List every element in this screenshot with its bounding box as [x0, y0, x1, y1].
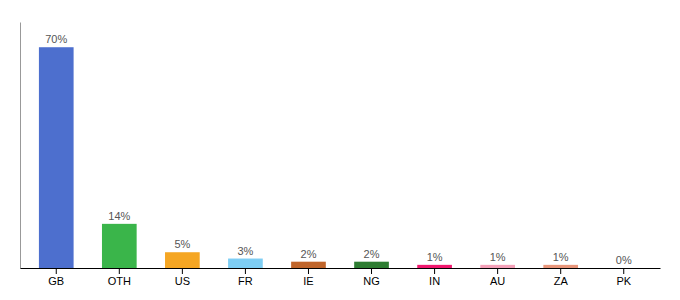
- x-tick-label: OTH: [108, 275, 131, 287]
- x-tick-label: NG: [363, 275, 380, 287]
- x-tick-label: PK: [616, 275, 631, 287]
- x-tick: IN: [429, 268, 440, 287]
- data-label: 2%: [364, 248, 380, 260]
- chart-svg: GB OTH US FR IE NG IN AU ZA PK 70% 14% 5% 3% 2% 2% 1% 1% 1…: [0, 0, 680, 300]
- x-tick-mark: [434, 268, 435, 274]
- x-tick-label: GB: [48, 275, 64, 287]
- data-label: 3%: [237, 245, 253, 257]
- x-tick: NG: [363, 268, 380, 287]
- data-label: 1%: [553, 251, 569, 263]
- x-tick: ZA: [554, 268, 569, 287]
- x-tick: US: [175, 268, 190, 287]
- x-tick-label: FR: [238, 275, 253, 287]
- data-label: 0%: [616, 254, 632, 266]
- x-tick-mark: [56, 268, 57, 274]
- x-tick-mark: [497, 268, 498, 274]
- chart-container: GB OTH US FR IE NG IN AU ZA PK 70% 14% 5% 3% 2% 2% 1% 1% 1…: [0, 0, 680, 300]
- x-tick: IE: [303, 268, 313, 287]
- x-tick: PK: [616, 268, 631, 287]
- bar: [543, 265, 578, 268]
- bar: [291, 262, 326, 268]
- x-tick-mark: [119, 268, 120, 274]
- data-label: 1%: [490, 251, 506, 263]
- x-tick-mark: [371, 268, 372, 274]
- x-tick: GB: [48, 268, 64, 287]
- x-tick-label: IN: [429, 275, 440, 287]
- x-tick-mark: [560, 268, 561, 274]
- x-tick-label: AU: [490, 275, 505, 287]
- data-label: 5%: [174, 238, 190, 250]
- x-tick-label: ZA: [554, 275, 569, 287]
- x-tick: AU: [490, 268, 505, 287]
- x-axis-line: [21, 268, 661, 269]
- bar: [417, 265, 452, 268]
- x-tick: FR: [238, 268, 253, 287]
- bar: [354, 262, 389, 268]
- bar: [39, 47, 74, 268]
- x-tick-mark: [245, 268, 246, 274]
- data-labels: 70% 14% 5% 3% 2% 2% 1% 1% 1% 0%: [45, 33, 632, 266]
- x-tick-label: IE: [303, 275, 313, 287]
- data-label: 1%: [427, 251, 443, 263]
- y-axis-line: [20, 23, 21, 269]
- plot-area: [39, 47, 578, 268]
- x-tick: OTH: [108, 268, 131, 287]
- bar: [165, 252, 200, 268]
- data-label: 2%: [301, 248, 317, 260]
- y-axis: [20, 23, 21, 269]
- x-axis: GB OTH US FR IE NG IN AU ZA PK: [21, 268, 661, 287]
- data-label: 14%: [108, 210, 130, 222]
- bar: [102, 224, 137, 268]
- bar: [606, 268, 641, 269]
- x-tick-mark: [623, 268, 624, 274]
- data-label: 70%: [45, 33, 67, 45]
- bar: [228, 259, 263, 268]
- bar: [480, 265, 515, 268]
- x-tick-label: US: [175, 275, 190, 287]
- x-tick-mark: [308, 268, 309, 274]
- x-tick-mark: [182, 268, 183, 274]
